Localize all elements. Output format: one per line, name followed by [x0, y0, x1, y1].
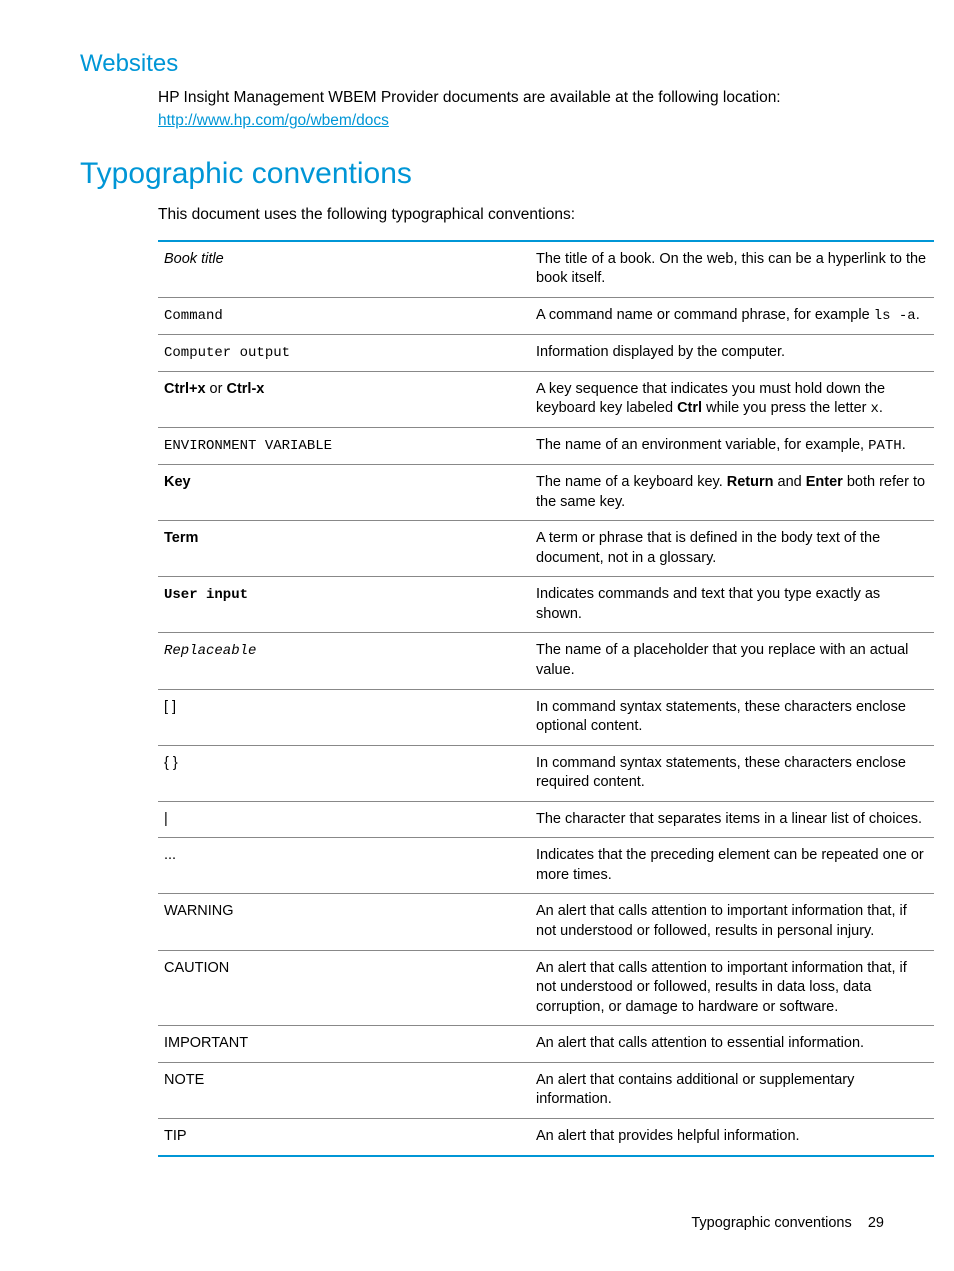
table-row: |The character that separates items in a… — [158, 801, 934, 838]
section-heading-websites: Websites — [80, 50, 884, 78]
conv-term: [ ] — [158, 689, 530, 745]
table-row: CAUTIONAn alert that calls attention to … — [158, 950, 934, 1026]
conv-description: An alert that calls attention to importa… — [530, 894, 934, 950]
section-heading-typographic: Typographic conventions — [80, 157, 884, 191]
table-row: Ctrl+x or Ctrl-xA key sequence that indi… — [158, 371, 934, 427]
conv-description: An alert that calls attention to importa… — [530, 950, 934, 1026]
conv-term: Book title — [158, 241, 530, 298]
conv-term: NOTE — [158, 1062, 530, 1118]
conv-description: The character that separates items in a … — [530, 801, 934, 838]
table-row: TIPAn alert that provides helpful inform… — [158, 1118, 934, 1155]
conv-description: The title of a book. On the web, this ca… — [530, 241, 934, 298]
conv-term: Ctrl+x or Ctrl-x — [158, 371, 530, 427]
conventions-table: Book titleThe title of a book. On the we… — [158, 240, 934, 1157]
conv-term: ... — [158, 838, 530, 894]
conv-term: WARNING — [158, 894, 530, 950]
table-row: Computer outputInformation displayed by … — [158, 334, 934, 371]
table-row: KeyThe name of a keyboard key. Return an… — [158, 465, 934, 521]
conv-description: The name of a placeholder that you repla… — [530, 633, 934, 689]
conv-term: CAUTION — [158, 950, 530, 1026]
conv-description: A key sequence that indicates you must h… — [530, 371, 934, 427]
table-row: ENVIRONMENT VARIABLEThe name of an envir… — [158, 428, 934, 465]
typo-intro: This document uses the following typogra… — [158, 203, 884, 226]
footer-page-number: 29 — [868, 1215, 884, 1231]
table-row: WARNINGAn alert that calls attention to … — [158, 894, 934, 950]
table-row: TermA term or phrase that is defined in … — [158, 521, 934, 577]
conv-term: User input — [158, 577, 530, 633]
conv-description: Indicates that the preceding element can… — [530, 838, 934, 894]
conv-description: A term or phrase that is defined in the … — [530, 521, 934, 577]
conv-term: IMPORTANT — [158, 1026, 530, 1063]
conv-term: Term — [158, 521, 530, 577]
table-row: NOTEAn alert that contains additional or… — [158, 1062, 934, 1118]
conv-term: Command — [158, 297, 530, 334]
table-row: CommandA command name or command phrase,… — [158, 297, 934, 334]
websites-intro: HP Insight Management WBEM Provider docu… — [158, 86, 884, 109]
conv-description: Information displayed by the computer. — [530, 334, 934, 371]
table-row: User inputIndicates commands and text th… — [158, 577, 934, 633]
conv-term: Key — [158, 465, 530, 521]
table-row: [ ]In command syntax statements, these c… — [158, 689, 934, 745]
conv-term: Computer output — [158, 334, 530, 371]
conv-description: The name of an environment variable, for… — [530, 428, 934, 465]
conv-term: ENVIRONMENT VARIABLE — [158, 428, 530, 465]
conv-term: | — [158, 801, 530, 838]
footer-text: Typographic conventions — [691, 1215, 851, 1231]
table-row: Book titleThe title of a book. On the we… — [158, 241, 934, 298]
conv-term: Replaceable — [158, 633, 530, 689]
conv-description: An alert that calls attention to essenti… — [530, 1026, 934, 1063]
conv-description: Indicates commands and text that you typ… — [530, 577, 934, 633]
conv-description: A command name or command phrase, for ex… — [530, 297, 934, 334]
table-row: ...Indicates that the preceding element … — [158, 838, 934, 894]
wbem-docs-link[interactable]: http://www.hp.com/go/wbem/docs — [158, 112, 389, 129]
conv-description: An alert that contains additional or sup… — [530, 1062, 934, 1118]
conv-description: In command syntax statements, these char… — [530, 689, 934, 745]
conv-term: { } — [158, 745, 530, 801]
table-row: { }In command syntax statements, these c… — [158, 745, 934, 801]
page-footer: Typographic conventions 29 — [691, 1215, 884, 1231]
table-row: IMPORTANTAn alert that calls attention t… — [158, 1026, 934, 1063]
conv-description: In command syntax statements, these char… — [530, 745, 934, 801]
conv-description: The name of a keyboard key. Return and E… — [530, 465, 934, 521]
conv-term: TIP — [158, 1118, 530, 1155]
conv-description: An alert that provides helpful informati… — [530, 1118, 934, 1155]
table-row: ReplaceableThe name of a placeholder tha… — [158, 633, 934, 689]
